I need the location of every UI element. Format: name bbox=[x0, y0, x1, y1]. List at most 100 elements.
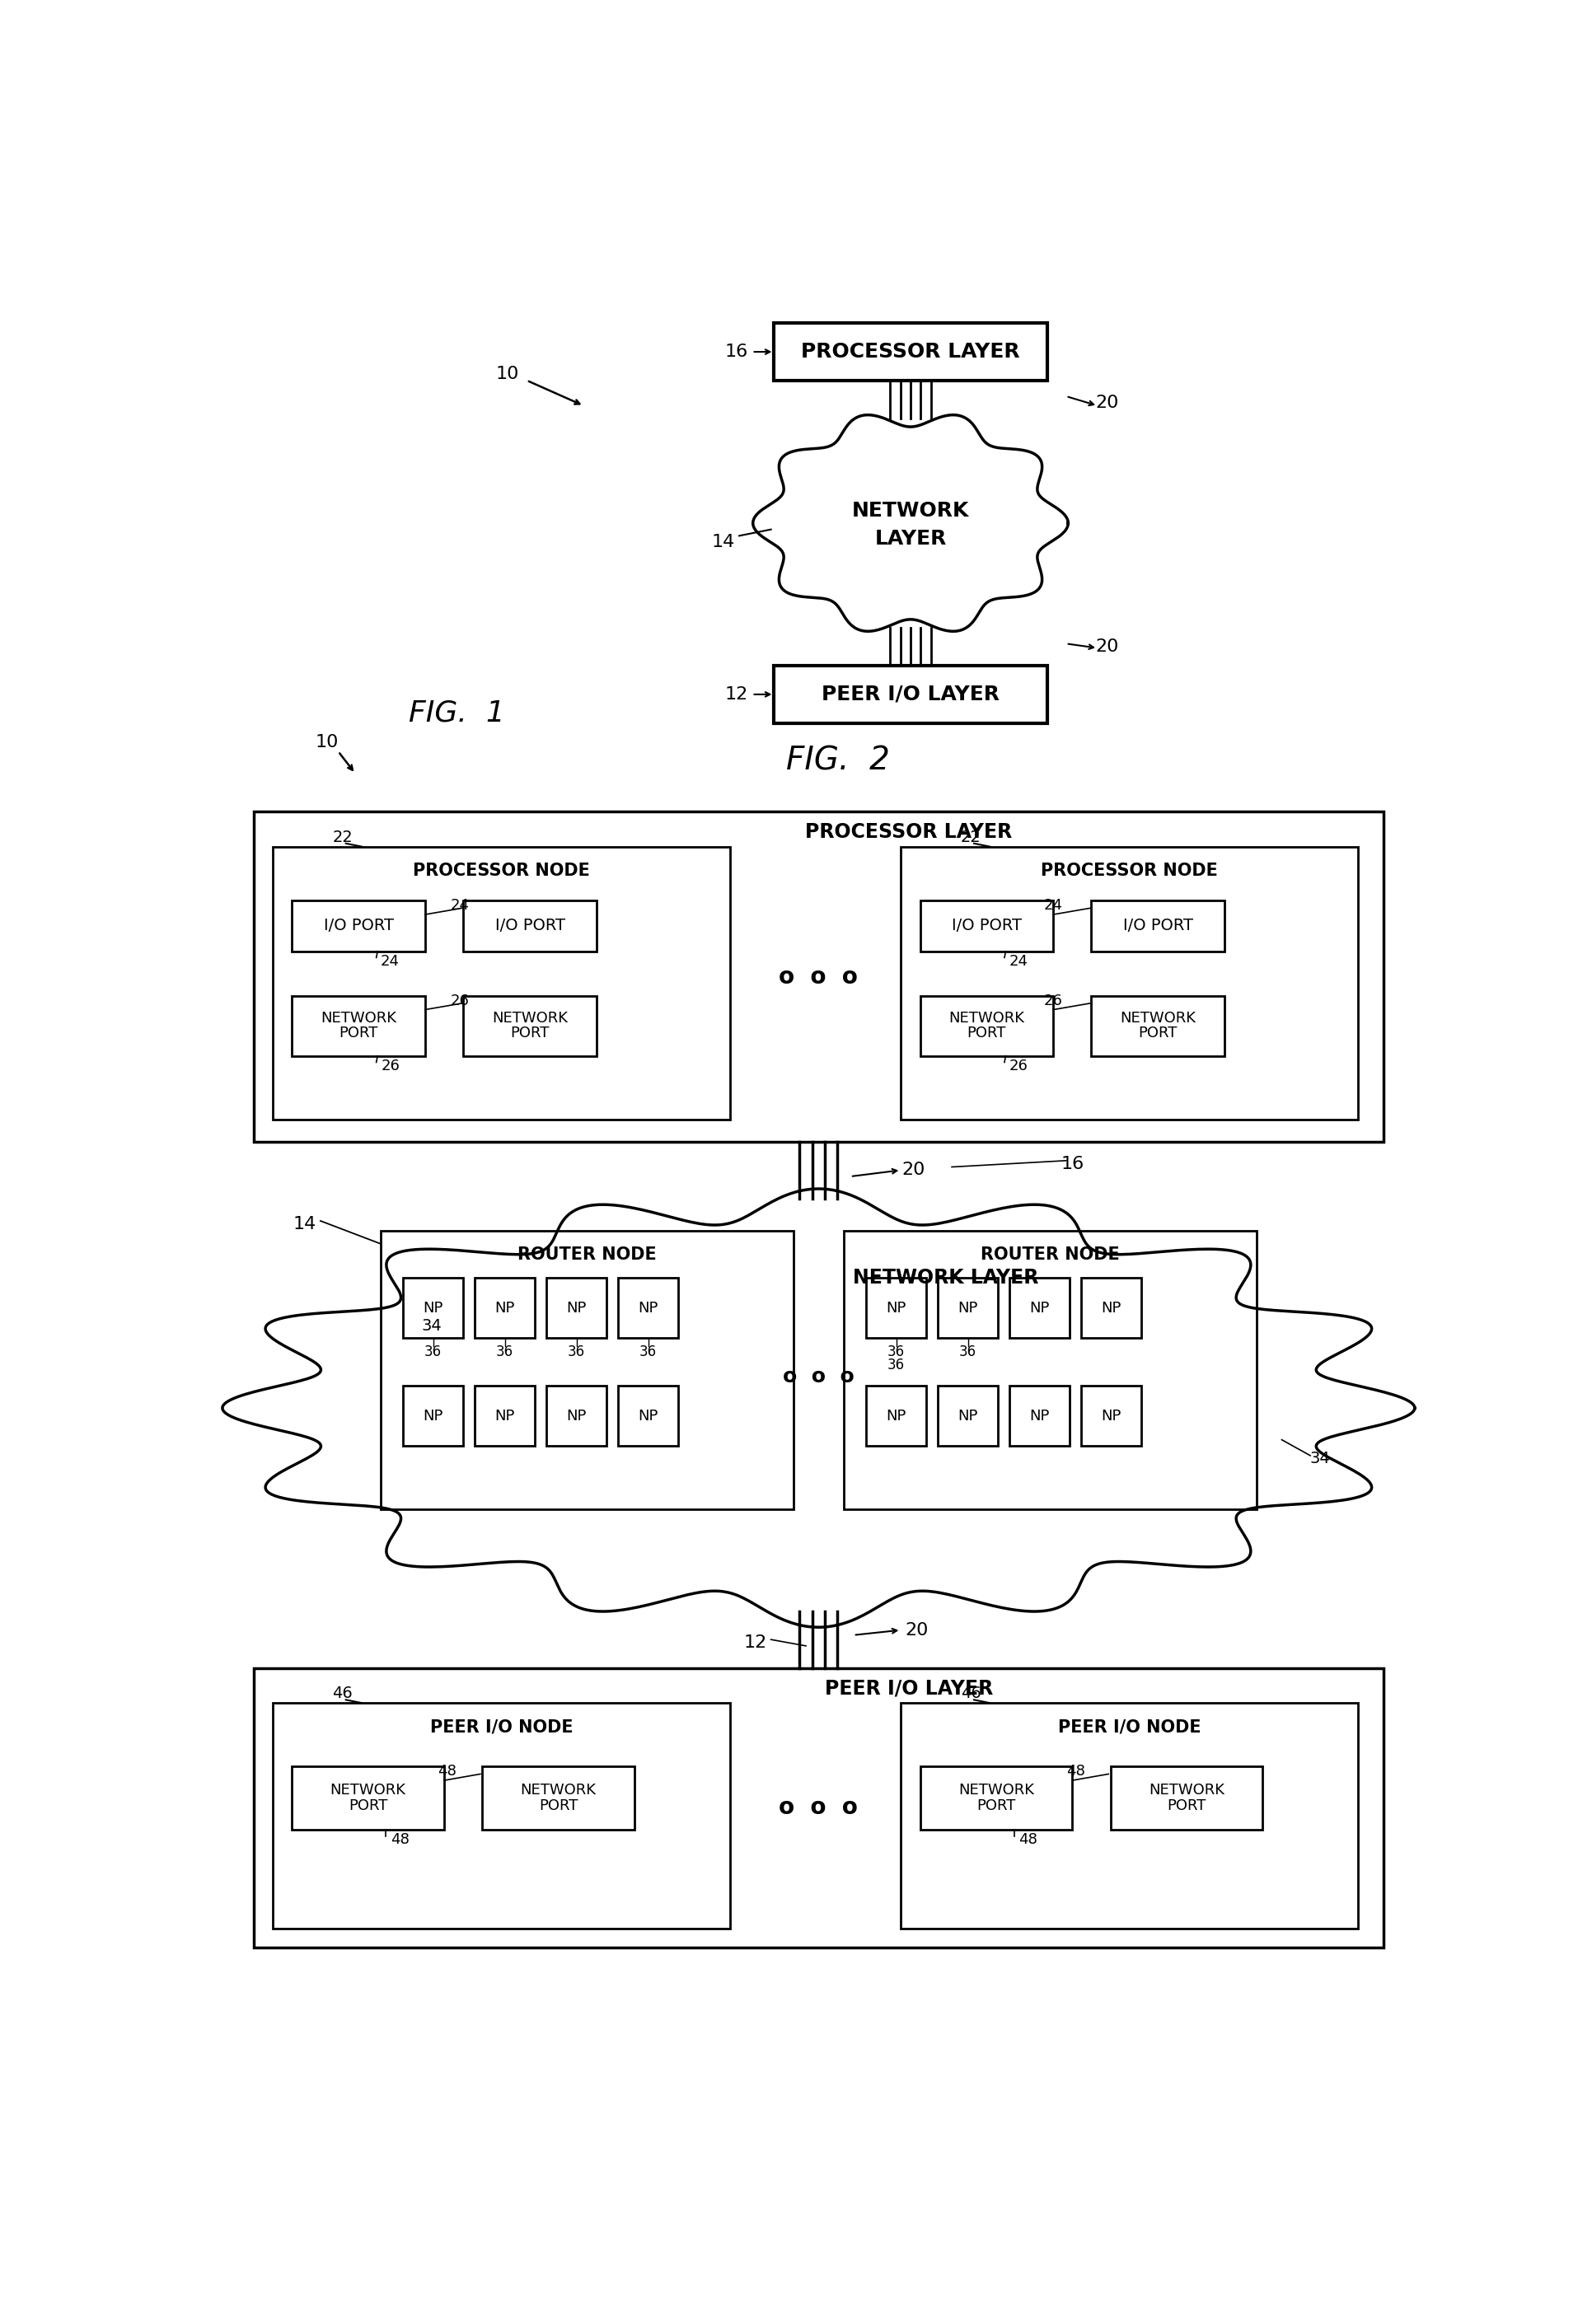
Bar bbox=[1091, 899, 1224, 951]
Text: 22: 22 bbox=[960, 830, 981, 846]
Text: NETWORK: NETWORK bbox=[521, 1783, 595, 1799]
Bar bbox=[618, 1385, 678, 1446]
Bar bbox=[253, 811, 1382, 1141]
Text: 26: 26 bbox=[380, 1060, 400, 1074]
Text: NP: NP bbox=[1028, 1408, 1049, 1422]
Text: LAYER: LAYER bbox=[874, 530, 946, 548]
Text: 10: 10 bbox=[495, 365, 519, 381]
Text: 26: 26 bbox=[451, 992, 470, 1009]
Text: 36: 36 bbox=[423, 1346, 441, 1360]
Text: NETWORK: NETWORK bbox=[949, 1011, 1024, 1025]
Text: 48: 48 bbox=[438, 1764, 457, 1778]
Bar bbox=[1081, 1385, 1141, 1446]
Text: 36: 36 bbox=[638, 1346, 656, 1360]
Bar bbox=[920, 1766, 1071, 1829]
Bar bbox=[380, 1229, 793, 1511]
Text: NETWORK: NETWORK bbox=[492, 1011, 567, 1025]
Text: NETWORK: NETWORK bbox=[852, 500, 968, 521]
Bar bbox=[403, 1385, 463, 1446]
Text: 24: 24 bbox=[451, 897, 470, 913]
Text: 36: 36 bbox=[495, 1346, 513, 1360]
Text: PROCESSOR NODE: PROCESSOR NODE bbox=[1041, 862, 1218, 878]
Bar bbox=[920, 995, 1052, 1055]
Polygon shape bbox=[223, 1190, 1414, 1627]
Text: 46: 46 bbox=[960, 1685, 981, 1701]
Text: NP: NP bbox=[957, 1408, 977, 1422]
Text: 10: 10 bbox=[315, 734, 339, 751]
Bar bbox=[291, 899, 425, 951]
Text: 36: 36 bbox=[887, 1357, 904, 1371]
Bar bbox=[291, 995, 425, 1055]
Text: FIG.  2: FIG. 2 bbox=[785, 746, 888, 776]
Text: NETWORK: NETWORK bbox=[330, 1783, 406, 1799]
Text: 20: 20 bbox=[1095, 395, 1118, 411]
Text: 22: 22 bbox=[333, 830, 353, 846]
Text: NP: NP bbox=[885, 1301, 906, 1315]
Text: 14: 14 bbox=[293, 1215, 317, 1232]
Text: NP: NP bbox=[1100, 1408, 1121, 1422]
Bar bbox=[546, 1278, 607, 1339]
Text: PORT: PORT bbox=[976, 1799, 1016, 1813]
Bar bbox=[774, 323, 1046, 381]
Text: 16: 16 bbox=[1060, 1155, 1084, 1171]
Text: PORT: PORT bbox=[509, 1025, 549, 1041]
Bar bbox=[482, 1766, 634, 1829]
Text: I/O PORT: I/O PORT bbox=[495, 918, 565, 934]
Text: 36: 36 bbox=[567, 1346, 584, 1360]
Text: NP: NP bbox=[567, 1301, 586, 1315]
Bar bbox=[291, 1766, 444, 1829]
Text: NP: NP bbox=[423, 1408, 443, 1422]
Text: 48: 48 bbox=[1017, 1834, 1036, 1848]
Bar bbox=[938, 1278, 998, 1339]
Bar bbox=[463, 899, 595, 951]
Text: 24: 24 bbox=[1008, 955, 1027, 969]
Text: 36: 36 bbox=[887, 1346, 904, 1360]
Text: 12: 12 bbox=[724, 686, 747, 702]
Text: 20: 20 bbox=[1095, 639, 1118, 655]
Bar bbox=[463, 995, 595, 1055]
Text: o  o  o: o o o bbox=[778, 1796, 858, 1820]
Bar bbox=[1091, 995, 1224, 1055]
Bar bbox=[938, 1385, 998, 1446]
Text: PEER I/O NODE: PEER I/O NODE bbox=[1057, 1720, 1200, 1736]
Polygon shape bbox=[753, 416, 1068, 632]
Text: PORT: PORT bbox=[538, 1799, 578, 1813]
Text: o  o  o: o o o bbox=[778, 964, 858, 988]
Text: PROCESSOR NODE: PROCESSOR NODE bbox=[412, 862, 589, 878]
Text: 12: 12 bbox=[743, 1634, 766, 1650]
Text: PEER I/O NODE: PEER I/O NODE bbox=[430, 1720, 573, 1736]
Bar bbox=[920, 899, 1052, 951]
Text: NP: NP bbox=[495, 1408, 514, 1422]
Text: PORT: PORT bbox=[1167, 1799, 1205, 1813]
Text: NP: NP bbox=[638, 1301, 657, 1315]
Text: NP: NP bbox=[638, 1408, 657, 1422]
Text: 36: 36 bbox=[958, 1346, 976, 1360]
Text: 14: 14 bbox=[712, 535, 734, 551]
Bar bbox=[474, 1278, 535, 1339]
Bar bbox=[546, 1385, 607, 1446]
Bar bbox=[1009, 1278, 1070, 1339]
Text: NETWORK: NETWORK bbox=[320, 1011, 396, 1025]
Text: PORT: PORT bbox=[1138, 1025, 1176, 1041]
Text: 20: 20 bbox=[901, 1162, 925, 1178]
Text: I/O PORT: I/O PORT bbox=[950, 918, 1020, 934]
Bar bbox=[844, 1229, 1256, 1511]
Text: NP: NP bbox=[957, 1301, 977, 1315]
Bar bbox=[403, 1278, 463, 1339]
Bar bbox=[272, 1703, 729, 1929]
Text: 16: 16 bbox=[724, 344, 747, 360]
Text: 48: 48 bbox=[390, 1834, 409, 1848]
Bar bbox=[866, 1278, 927, 1339]
Bar bbox=[866, 1385, 927, 1446]
Bar bbox=[272, 846, 729, 1120]
Text: 20: 20 bbox=[904, 1622, 928, 1638]
Text: ROUTER NODE: ROUTER NODE bbox=[981, 1246, 1119, 1262]
Text: o  o  o: o o o bbox=[782, 1367, 853, 1385]
Text: 24: 24 bbox=[380, 955, 400, 969]
Text: NP: NP bbox=[567, 1408, 586, 1422]
Text: NP: NP bbox=[495, 1301, 514, 1315]
Text: 26: 26 bbox=[1043, 992, 1062, 1009]
Text: NP: NP bbox=[1100, 1301, 1121, 1315]
Text: NETWORK LAYER: NETWORK LAYER bbox=[852, 1269, 1038, 1287]
Text: PROCESSOR LAYER: PROCESSOR LAYER bbox=[806, 823, 1013, 841]
